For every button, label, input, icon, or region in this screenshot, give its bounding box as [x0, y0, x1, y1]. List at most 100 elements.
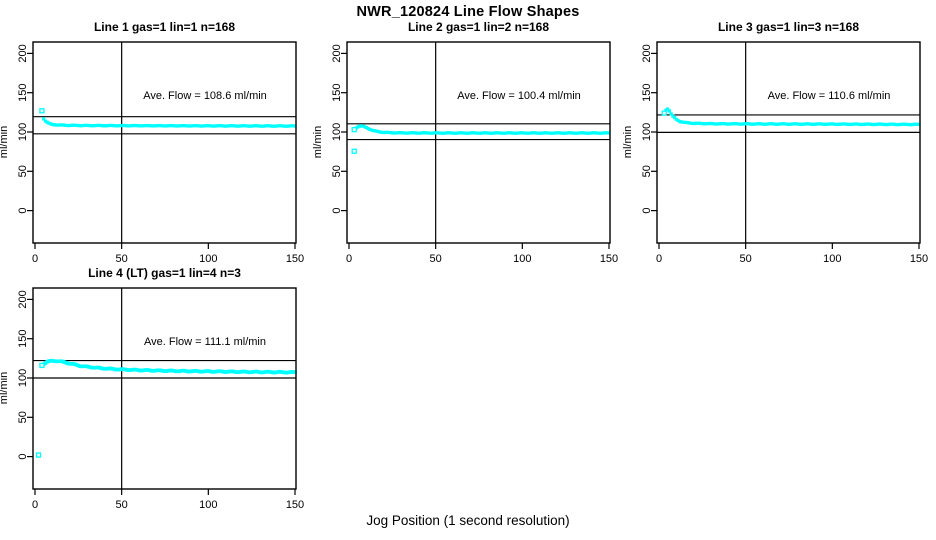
y-tick-label: 100	[17, 369, 29, 387]
flow-point	[593, 131, 597, 135]
flow-point	[146, 123, 150, 128]
flow-point	[149, 124, 153, 128]
flow-point	[66, 123, 70, 128]
panel-line4-title: Line 4 (LT) gas=1 lin=4 n=3	[88, 266, 241, 280]
flow-point	[865, 122, 869, 126]
flow-point	[439, 131, 443, 135]
flow-point	[284, 124, 288, 128]
panel-border	[656, 41, 921, 244]
flow-point	[697, 121, 701, 125]
x-tick-label: 0	[32, 499, 38, 511]
flow-point	[243, 124, 247, 128]
flow-point	[525, 131, 530, 135]
flow-point	[724, 122, 729, 126]
flow-point	[731, 122, 736, 126]
flow-point	[277, 124, 281, 128]
flow-point	[177, 124, 181, 128]
panel-line3-ave-flow-label: Ave. Flow = 110.6 ml/min	[768, 90, 891, 102]
flow-point	[217, 124, 221, 128]
flow-point	[473, 131, 478, 135]
flow-point	[45, 120, 49, 124]
flow-point	[203, 124, 207, 128]
flow-point	[208, 124, 212, 128]
flow-point	[825, 122, 829, 126]
flow-point	[565, 131, 569, 135]
flow-point	[894, 122, 899, 127]
flow-point	[505, 131, 509, 135]
flow-point	[512, 131, 516, 135]
flow-point	[518, 131, 523, 135]
flow-point	[882, 122, 886, 127]
flow-point	[420, 131, 424, 135]
flow-point	[534, 131, 538, 135]
flow-point	[59, 123, 63, 127]
flow-point	[87, 123, 91, 128]
y-tick-label: 50	[641, 165, 653, 177]
flow-point	[808, 122, 812, 126]
flow-point	[229, 124, 233, 128]
flow-point	[385, 130, 389, 134]
flow-point	[560, 131, 564, 135]
flow-point	[785, 122, 789, 126]
flow-point	[466, 131, 471, 135]
flow-point	[773, 122, 777, 126]
flow-point	[100, 124, 105, 128]
flow-point	[373, 129, 377, 133]
flow-point	[889, 122, 893, 126]
flow-point	[782, 122, 786, 126]
flow-point	[276, 124, 280, 128]
flow-point	[886, 122, 890, 127]
flow-point	[527, 131, 531, 135]
flow-point	[135, 124, 139, 128]
flow-point	[187, 124, 191, 128]
flow-point	[770, 122, 774, 126]
flow-point	[681, 120, 685, 124]
flow-point	[816, 122, 821, 126]
flow-point	[239, 124, 243, 128]
flow-point	[548, 131, 552, 135]
y-tick-label: 0	[17, 454, 29, 460]
flow-point	[425, 131, 429, 135]
flow-point	[486, 131, 490, 135]
flow-point	[215, 124, 219, 128]
flow-point	[664, 108, 668, 112]
flow-point	[602, 131, 606, 135]
flow-point	[133, 123, 138, 128]
flow-point	[383, 130, 387, 135]
flow-point	[246, 124, 250, 128]
flow-point	[815, 122, 819, 126]
flow-point	[182, 124, 186, 128]
flow-point	[68, 123, 72, 128]
flow-point	[856, 122, 860, 126]
flow-point	[823, 122, 827, 126]
flow-point	[198, 124, 202, 128]
flow-point	[790, 122, 795, 126]
flow-point	[690, 121, 694, 126]
y-tick-label: 0	[331, 208, 343, 214]
flow-point	[688, 121, 692, 125]
flow-point	[272, 124, 276, 128]
flow-point	[43, 119, 47, 123]
flow-point	[870, 122, 874, 127]
y-tick-label: 50	[17, 165, 29, 177]
flow-point	[678, 120, 682, 124]
flow-point	[546, 131, 550, 135]
flow-point	[730, 122, 734, 126]
flow-point	[392, 131, 396, 135]
flow-point	[780, 122, 784, 126]
flow-point	[159, 124, 164, 128]
flow-point	[834, 122, 838, 126]
flow-point	[357, 124, 361, 128]
flow-point	[877, 122, 881, 126]
flow-point	[806, 122, 810, 126]
flow-point	[64, 123, 68, 128]
flow-point	[399, 131, 403, 135]
flow-point	[809, 122, 814, 126]
flow-point	[695, 121, 699, 125]
flow-point	[375, 129, 379, 133]
flow-point	[446, 131, 450, 135]
flow-point	[700, 122, 704, 126]
flow-point	[477, 131, 481, 135]
flow-point	[503, 131, 507, 135]
